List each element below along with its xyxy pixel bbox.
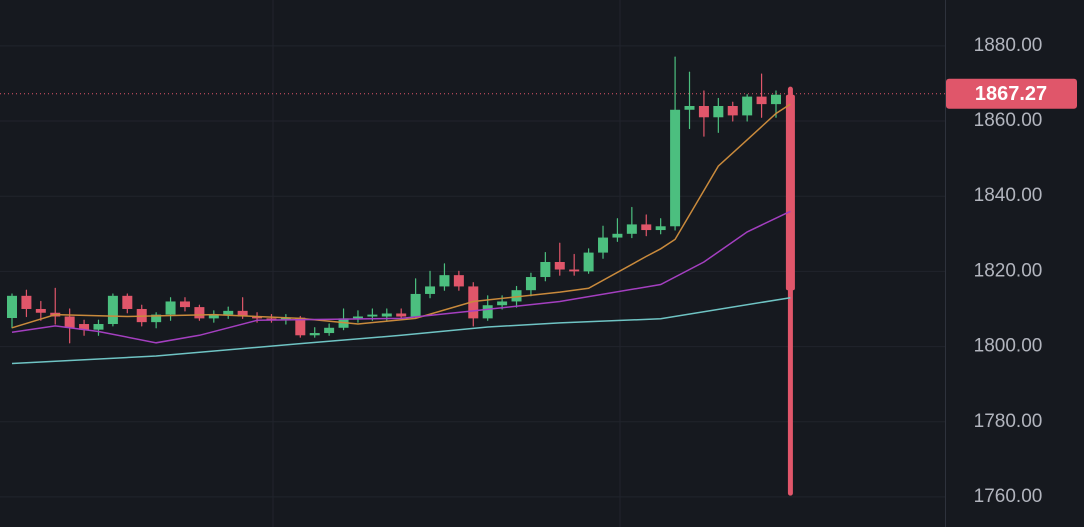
candle-body xyxy=(742,96,753,116)
candle-body xyxy=(554,261,565,270)
last-price-box xyxy=(946,78,1077,109)
candle-body xyxy=(266,318,277,321)
candle-body xyxy=(569,269,580,272)
candle-body xyxy=(165,301,176,315)
candle-body xyxy=(655,226,666,231)
candle-body xyxy=(280,317,291,321)
candle-body xyxy=(64,316,75,328)
candle-body xyxy=(756,96,767,105)
candle-body xyxy=(324,327,335,334)
candle-body xyxy=(410,293,421,317)
y-tick-label: 1780.00 xyxy=(974,411,1043,432)
y-tick-label: 1840.00 xyxy=(974,185,1043,206)
candle-body xyxy=(698,106,709,118)
candle-body xyxy=(453,275,464,287)
candle-body xyxy=(482,305,493,319)
candle-body xyxy=(583,252,594,272)
candle-body xyxy=(194,307,205,319)
moving-average xyxy=(11,210,791,344)
y-tick-label: 1820.00 xyxy=(974,260,1043,281)
candle-body xyxy=(727,106,738,116)
candle-body xyxy=(525,277,536,291)
candle-body xyxy=(670,109,681,227)
candle-body xyxy=(713,106,724,118)
candle-body xyxy=(252,316,263,319)
candle-body xyxy=(223,310,234,315)
candle-body xyxy=(425,286,436,294)
candle-body xyxy=(309,333,320,336)
y-tick-label: 1880.00 xyxy=(974,35,1043,56)
candle-body xyxy=(208,314,219,319)
candle-body xyxy=(684,106,695,110)
candle-body xyxy=(107,295,118,325)
candle-body xyxy=(396,313,407,317)
candle-body xyxy=(511,290,522,302)
moving-average xyxy=(11,296,791,365)
candle-body xyxy=(468,286,479,319)
candle-body xyxy=(598,237,609,253)
candle-body xyxy=(35,308,46,313)
candle-body xyxy=(626,224,637,234)
y-tick-label: 1800.00 xyxy=(974,336,1043,357)
candle-body xyxy=(381,313,392,317)
candle-body xyxy=(122,295,133,309)
candle-body xyxy=(612,233,623,238)
candle-body xyxy=(79,324,90,330)
candle-body xyxy=(439,275,450,287)
candle-body xyxy=(352,316,363,319)
candle-body xyxy=(21,295,32,309)
candle-body xyxy=(367,314,378,317)
candle-body xyxy=(295,317,306,336)
last-price-label: 1867.27 xyxy=(975,83,1047,105)
candle-body xyxy=(7,295,17,319)
candle-body xyxy=(179,301,190,308)
candle-body xyxy=(237,310,248,317)
candle-body xyxy=(785,94,795,291)
candle-body xyxy=(641,224,652,231)
y-tick-label: 1760.00 xyxy=(974,486,1043,507)
candle-body xyxy=(497,301,508,306)
moving-average xyxy=(11,103,791,329)
candle-body xyxy=(151,314,162,323)
y-tick-label: 1860.00 xyxy=(974,110,1043,131)
candle-body xyxy=(770,94,781,105)
candle-body xyxy=(93,324,104,330)
candle-body xyxy=(540,261,551,278)
